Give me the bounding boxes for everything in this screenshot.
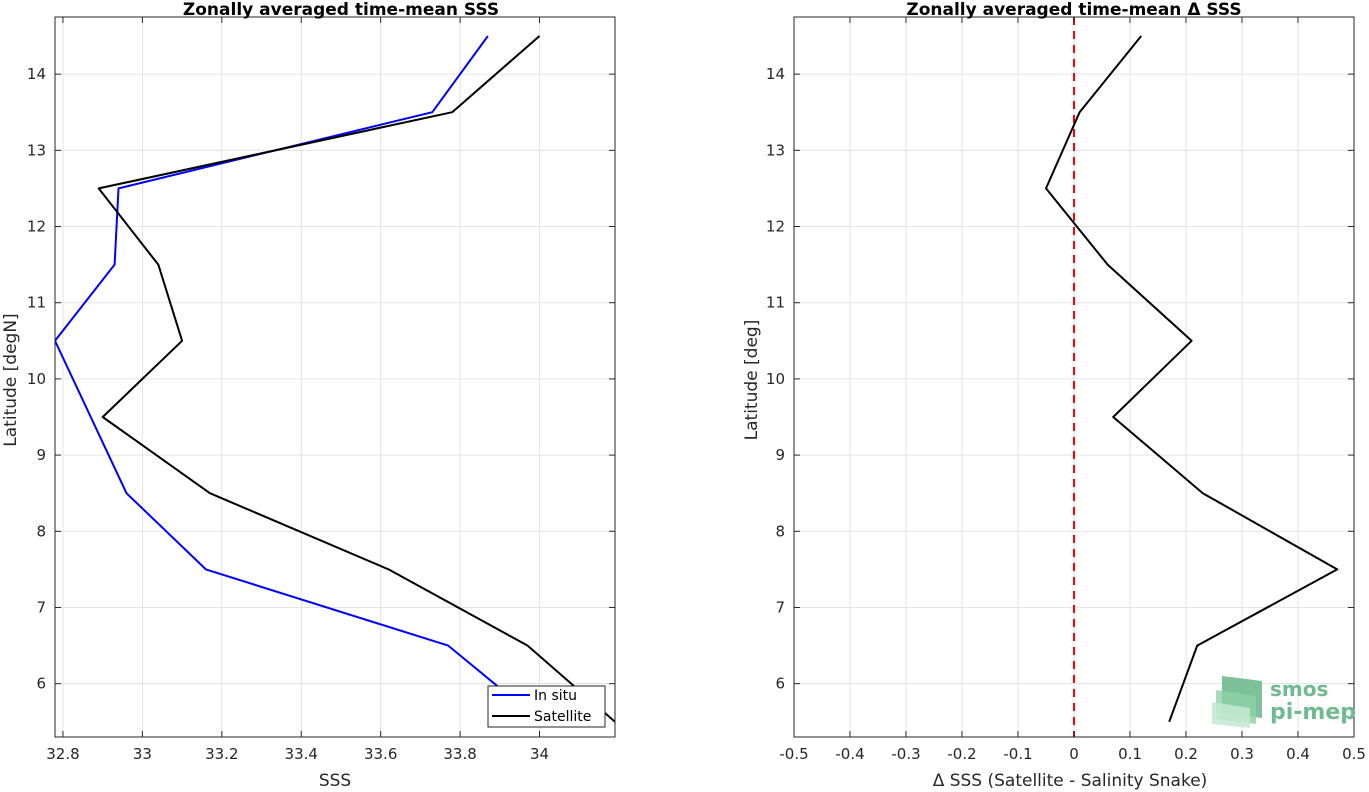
x-tick-label: 0.3 xyxy=(1230,745,1254,763)
x-tick-label: -0.5 xyxy=(779,745,808,763)
series-group xyxy=(1045,17,1339,737)
ticks: -0.5 -0.4 -0.3 -0.2 -0.1 0 0.1 0.2 0.3 0.4 0.5 6 7 8 9… xyxy=(766,17,1366,763)
x-tick-label: -0.4 xyxy=(835,745,864,763)
y-tick-label: 7 xyxy=(775,598,785,616)
y-tick-label: 14 xyxy=(27,65,46,83)
x-tick-label: 33.8 xyxy=(443,745,476,763)
y-tick-label: 11 xyxy=(766,294,785,312)
y-tick-label: 13 xyxy=(27,141,46,159)
x-tick-label: 0.2 xyxy=(1174,745,1198,763)
y-tick-label: 6 xyxy=(36,675,46,693)
x-tick-label: 0 xyxy=(1069,745,1079,763)
y-tick-label: 8 xyxy=(36,522,46,540)
y-tick-label: 8 xyxy=(775,522,785,540)
y-tick-label: 13 xyxy=(766,141,785,159)
y-axis-label: Latitude [degN] xyxy=(1,313,21,446)
x-axis-label: Δ SSS (Satellite - Salinity Snake) xyxy=(933,771,1208,791)
y-tick-label: 9 xyxy=(36,446,46,464)
smos-pi-mep-logo: smos pi-mep xyxy=(1212,676,1356,728)
legend-label-in-situ: In situ xyxy=(534,688,577,704)
y-axis-label: Latitude [deg] xyxy=(742,320,762,441)
legend: In situ Satellite xyxy=(487,685,606,728)
y-tick-label: 10 xyxy=(27,370,46,388)
ticks: 32.8 33 33.2 33.4 33.6 33.8 34 6 7 8 9 10 11 12 13 14 xyxy=(27,17,615,763)
legend-label-satellite: Satellite xyxy=(534,709,591,725)
x-tick-label: 0.4 xyxy=(1286,745,1310,763)
chart-title: Zonally averaged time-mean SSS xyxy=(183,0,499,20)
x-tick-label: -0.3 xyxy=(891,745,920,763)
chart-title: Zonally averaged time-mean Δ SSS xyxy=(906,0,1241,20)
delta-sss-panel: -0.5 -0.4 -0.3 -0.2 -0.1 0 0.1 0.2 0.3 0.4 0.5 6 7 8 9… xyxy=(742,0,1366,791)
grid xyxy=(55,17,615,737)
plot-area xyxy=(55,17,615,737)
series-group xyxy=(55,35,615,723)
axes-box xyxy=(54,16,616,738)
series-line-satellite xyxy=(97,35,615,723)
x-tick-label: 34 xyxy=(530,745,549,763)
x-tick-label: -0.1 xyxy=(1003,745,1032,763)
legend-box xyxy=(487,685,606,728)
x-tick-label: 33 xyxy=(133,745,152,763)
y-tick-label: 9 xyxy=(775,446,785,464)
y-tick-label: 14 xyxy=(766,65,785,83)
y-tick-label: 12 xyxy=(27,218,46,236)
logo-text-pi-mep: pi-mep xyxy=(1270,700,1356,725)
x-tick-label: 33.2 xyxy=(205,745,238,763)
series-line-series-1 xyxy=(1045,35,1339,723)
y-tick-label: 6 xyxy=(775,675,785,693)
y-tick-label: 10 xyxy=(766,370,785,388)
series-line-in-situ xyxy=(55,35,505,693)
logo-mark-front xyxy=(1212,702,1250,728)
y-tick-label: 12 xyxy=(766,218,785,236)
x-tick-label: 32.8 xyxy=(46,745,79,763)
x-tick-label: 33.4 xyxy=(285,745,318,763)
x-tick-label: 33.6 xyxy=(364,745,397,763)
x-tick-label: 0.5 xyxy=(1342,745,1366,763)
x-tick-label: 0.1 xyxy=(1118,745,1142,763)
logo-text-smos: smos xyxy=(1270,677,1328,701)
y-tick-label: 11 xyxy=(27,294,46,312)
sss-panel: 32.8 33 33.2 33.4 33.6 33.8 34 6 7 8 9 10 11 12 13 14 Z… xyxy=(1,0,616,791)
x-axis-label: SSS xyxy=(319,771,351,791)
x-tick-label: -0.2 xyxy=(947,745,976,763)
y-tick-label: 7 xyxy=(36,598,46,616)
